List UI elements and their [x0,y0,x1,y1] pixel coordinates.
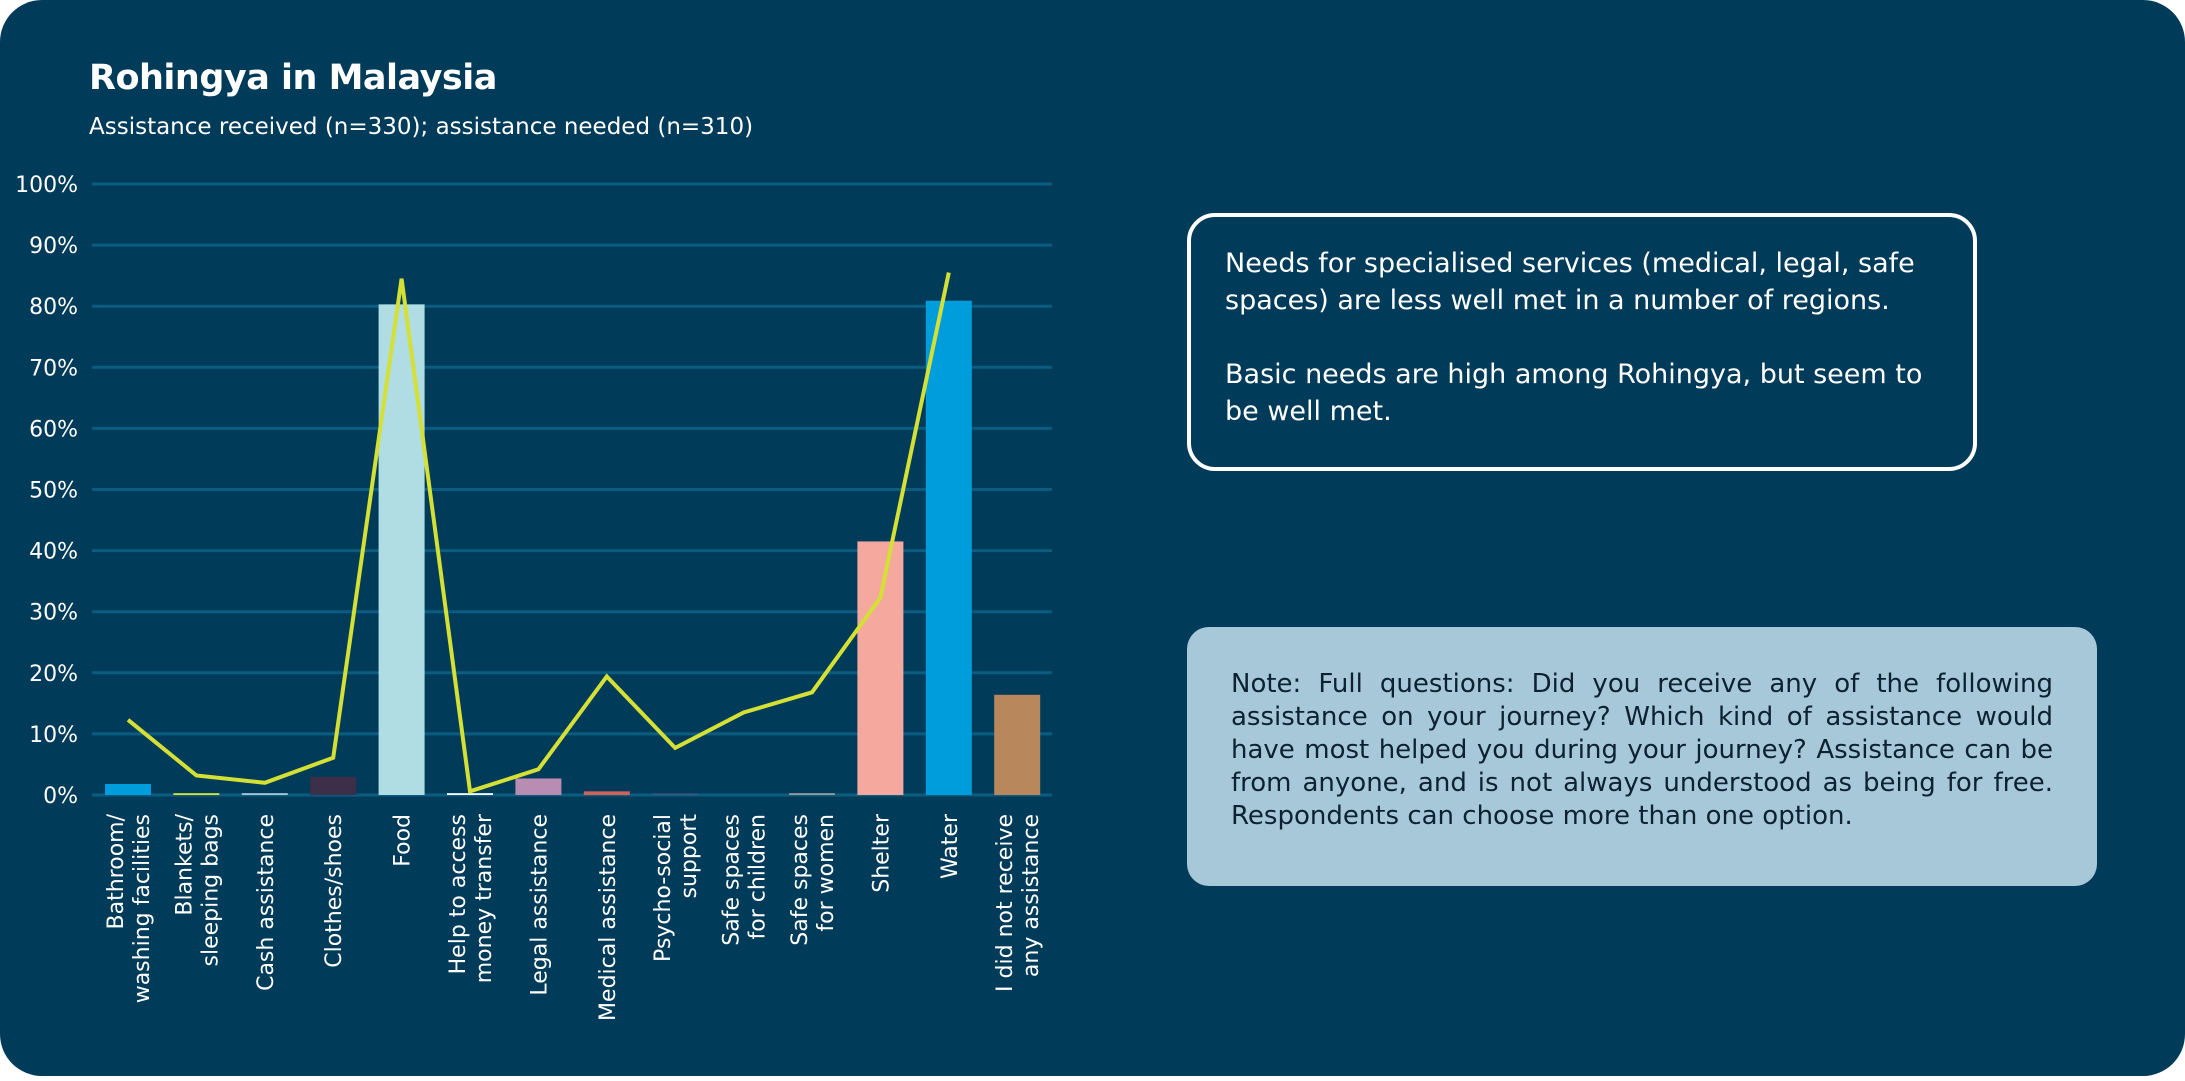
x-tick-label: Clothes/shoes [322,814,347,968]
svg-text:Safe spacesfor children: Safe spacesfor children [720,814,771,946]
x-tick-label: Bathroom/washing facilities [104,813,155,1003]
y-tick-label: 0% [43,784,78,809]
bar [515,778,562,795]
svg-text:Help to accessmoney transfer: Help to accessmoney transfer [446,813,497,983]
bar [447,793,493,795]
x-tick-label: Water [938,813,963,879]
bar [857,541,904,795]
svg-text:Clothes/shoes: Clothes/shoes [322,814,347,968]
y-tick-label: 60% [29,417,78,442]
x-tick-label: Help to accessmoney transfer [446,813,497,983]
svg-text:Safe spacesfor women: Safe spacesfor women [788,814,839,946]
line-series [126,272,951,794]
bar [925,300,972,795]
svg-text:Legal assistance: Legal assistance [527,814,552,996]
y-tick-label: 90% [29,234,78,259]
bar [310,776,357,795]
bar [583,791,630,795]
bar [105,784,151,795]
bar [720,793,767,795]
y-tick-label: 10% [29,723,78,748]
y-tick-label: 20% [29,662,78,687]
chart-title: Rohingya in Malaysia [89,58,497,98]
y-tick-label: 50% [29,479,78,504]
svg-text:Bathroom/washing facilities: Bathroom/washing facilities [104,813,155,1003]
finding-basic-needs: Basic needs are high among Rohingya, but… [1225,359,1923,427]
bar [173,793,220,795]
y-tick-label: 100% [15,173,78,198]
key-findings-box: Needs for specialised services (medical,… [1187,213,1977,471]
finding-specialised-services: Needs for specialised services (medical,… [1225,248,1915,316]
note-box: Note: Full questions: Did you receive an… [1187,627,2097,886]
x-axis-ticks: Bathroom/washing facilities Blankets/slee… [104,813,1044,1021]
x-tick-label: I did not receiveany assistance [993,814,1044,992]
x-tick-label: Blankets/sleeping bags [172,813,223,966]
svg-text:Cash assistance: Cash assistance [254,814,279,991]
x-tick-label: Cash assistance [254,814,279,991]
gridlines [92,182,1052,797]
y-axis-ticks: 0% 10% 20% 30% 40% 50% 60% 70% 80% 90% 100% [15,173,78,809]
svg-text:Blankets/sleeping bags: Blankets/sleeping bags [172,813,223,966]
x-tick-label: Food [391,814,416,867]
svg-text:Food: Food [391,814,416,867]
svg-text:Psycho-socialsupport: Psycho-socialsupport [651,814,702,962]
x-tick-label: Medical assistance [596,814,621,1021]
svg-text:I did not receiveany assistanc: I did not receiveany assistance [993,814,1044,992]
x-tick-label: Legal assistance [527,814,552,996]
bar [994,694,1041,795]
svg-text:Shelter: Shelter [869,813,894,893]
x-tick-label: Psycho-socialsupport [651,814,702,962]
y-tick-label: 80% [29,295,78,320]
y-tick-label: 70% [29,356,78,381]
x-tick-label: Safe spacesfor children [720,814,771,946]
svg-text:Medical assistance: Medical assistance [596,814,621,1021]
x-tick-label: Safe spacesfor women [788,814,839,946]
needed-line [126,272,951,794]
bar [241,793,288,795]
bar [652,793,699,795]
svg-text:Water: Water [938,813,963,879]
chart-subtitle: Assistance received (n=330); assistance … [89,114,754,140]
y-tick-label: 40% [29,540,78,565]
bar [789,793,835,795]
x-tick-label: Shelter [869,813,894,893]
y-tick-label: 30% [29,601,78,626]
